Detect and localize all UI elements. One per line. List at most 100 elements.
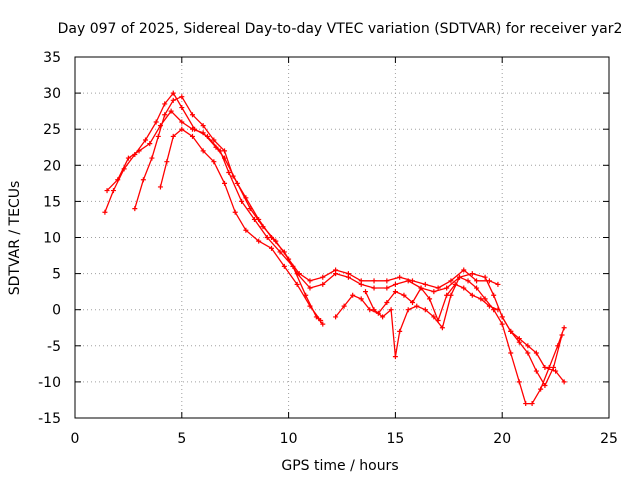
data-point [104,188,110,194]
data-point [482,296,488,302]
data-point [474,285,480,291]
y-tick-label: -10 [38,375,61,391]
data-point [495,281,501,287]
data-point [469,271,475,277]
x-tick-label: 0 [71,431,80,447]
data-point [431,314,437,320]
data-point [333,271,339,277]
data-point [232,209,238,215]
data-point [179,119,185,125]
data-point [142,137,148,143]
data-point [427,296,433,302]
data-point [448,292,454,298]
data-point [491,292,497,298]
data-point [478,296,484,302]
y-axis-title: SDTVAR / TECUs [7,181,23,296]
data-point [147,141,153,147]
data-point [256,238,262,244]
data-point [422,307,428,313]
data-point [499,314,505,320]
x-tick-label: 25 [600,431,618,447]
data-point [179,126,185,132]
data-point [345,274,351,280]
data-point [162,112,168,118]
data-point [474,278,480,284]
data-point [222,155,228,161]
data-point [157,184,163,190]
data-point [115,177,121,183]
data-point [358,296,364,302]
data-point [516,339,522,345]
data-point [318,318,324,324]
data-point [414,303,420,309]
data-point [294,281,300,287]
data-point [307,278,313,284]
data-point [529,401,535,407]
data-point [200,123,206,129]
data-point [538,386,544,392]
data-point [553,368,559,374]
data-point [559,332,565,338]
data-point [269,235,275,240]
data-point [525,343,531,349]
data-point [189,126,195,132]
data-point [211,137,217,143]
x-tick-label: 10 [280,431,298,447]
data-point [189,112,195,118]
data-point [230,173,236,179]
data-point [243,195,249,201]
y-tick-label: -15 [38,411,61,427]
data-point [149,155,155,161]
data-point [362,289,368,295]
data-point [550,364,556,370]
data-point [320,321,326,327]
data-point [409,299,415,305]
data-point [189,133,195,139]
data-point [461,267,467,273]
series-track-6 [362,274,567,407]
data-point [333,314,339,320]
data-point [125,155,131,161]
data-point [164,159,170,165]
data-point [281,263,287,269]
data-point [465,278,471,284]
data-point [277,249,283,255]
data-point [170,97,176,103]
data-point [200,148,206,154]
y-tick-label: 25 [43,122,61,138]
series-line [134,96,565,383]
data-point [281,249,287,255]
data-point [384,285,390,291]
data-point [486,278,492,284]
data-point [140,177,146,183]
data-point [491,307,497,313]
data-point [542,364,548,370]
y-tick-label: 10 [43,231,61,247]
data-point [397,328,403,334]
data-point [341,303,347,309]
y-tick-label: 15 [43,194,61,210]
data-point [371,307,377,313]
series-track-2 [104,108,501,291]
data-point [320,281,326,287]
data-point [110,188,116,194]
data-point [546,364,552,370]
chart-title: Day 097 of 2025, Sidereal Day-to-day VTE… [58,21,623,37]
data-point [307,303,313,309]
data-point [439,325,445,331]
data-point [392,281,398,287]
data-point [222,148,228,154]
data-point [418,285,424,291]
series-line [106,110,499,289]
data-point [461,285,467,291]
series-track-7 [499,314,565,389]
series-track-3 [132,94,567,385]
data-point [222,180,228,186]
data-point [525,350,531,356]
x-tick-label: 5 [177,431,186,447]
data-point [211,159,217,165]
series-line [159,128,322,322]
data-point [307,285,313,291]
data-point [264,235,270,240]
data-point [405,307,411,313]
